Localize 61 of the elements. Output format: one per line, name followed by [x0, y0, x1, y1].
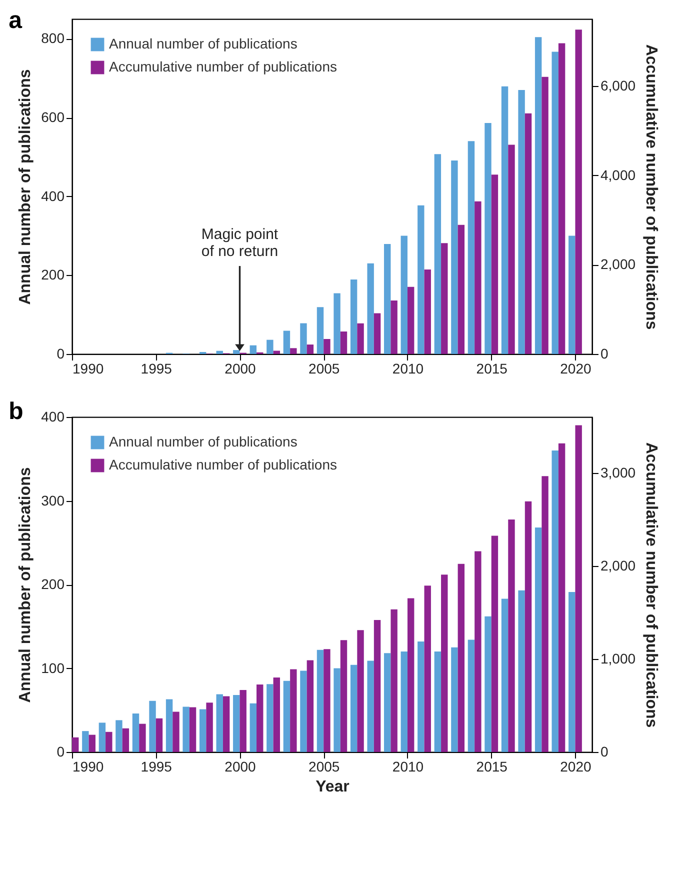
bar [273, 350, 280, 354]
y-tick-label: 0 [56, 744, 65, 760]
x-tick-label: 2020 [560, 360, 592, 376]
chart-title: b [8, 398, 24, 425]
chart-title: a [8, 7, 23, 34]
y-tick-label: 300 [41, 492, 65, 508]
y2-tick-label: 3,000 [600, 464, 636, 480]
annotation: Magic point of no return [201, 226, 279, 260]
legend-label: Accumulative number of publications [109, 58, 338, 74]
y-axis-title: Annual number of publications [17, 69, 34, 305]
y-tick-label: 100 [41, 660, 65, 676]
bar [384, 244, 391, 354]
x-tick-label: 2010 [392, 758, 424, 774]
x-axis-title: Year [316, 778, 350, 796]
x-tick-label: 2000 [224, 360, 256, 376]
bar [367, 263, 374, 354]
x-tick-label: 2015 [476, 758, 508, 774]
bar [216, 350, 223, 354]
y-tick-label: 200 [41, 576, 65, 592]
legend-label: Accumulative number of publications [109, 456, 338, 472]
bar [316, 307, 324, 354]
bar [300, 323, 307, 354]
legend-label: Annual number of publications [109, 434, 298, 450]
y2-axis-title: Accumulative number of publications [642, 442, 660, 728]
x-tick-label: 1995 [140, 758, 172, 774]
bar [266, 340, 274, 354]
y-tick-label: 200 [41, 266, 65, 283]
y-tick-label: 0 [56, 346, 65, 362]
bar [290, 348, 297, 354]
y2-tick-label: 6,000 [600, 78, 636, 94]
x-tick-label: 2010 [392, 360, 424, 376]
bar [72, 737, 79, 752]
x-tick-label: 2015 [476, 360, 508, 376]
x-tick-label: 2005 [308, 758, 340, 774]
y-tick-label: 400 [41, 188, 65, 204]
y2-tick-label: 2,000 [600, 557, 636, 574]
bar [575, 30, 582, 354]
x-tick-label: 1995 [140, 360, 172, 376]
y-tick-label: 800 [41, 30, 65, 46]
y-tick-label: 400 [41, 408, 65, 424]
x-tick-label: 2005 [308, 360, 340, 376]
y-axis-title: Annual number of publications [17, 467, 34, 703]
x-tick-label: 2000 [224, 758, 256, 774]
bar [233, 350, 240, 354]
bar [334, 293, 340, 354]
x-tick-label: 1990 [72, 758, 104, 774]
bar [250, 345, 257, 354]
y2-tick-label: 4,000 [600, 166, 636, 183]
bar [306, 344, 314, 354]
y2-tick-label: 2,000 [600, 256, 636, 272]
y2-tick-label: 1,000 [600, 650, 636, 666]
y2-axis-title: Accumulative number of publications [642, 44, 660, 330]
bar [350, 280, 358, 354]
x-tick-label: 1990 [72, 360, 104, 376]
y2-tick-label: 0 [600, 346, 608, 362]
x-tick-label: 2020 [560, 758, 592, 774]
bar [283, 330, 290, 354]
y-tick-label: 600 [41, 109, 65, 126]
bar [575, 425, 582, 752]
y2-tick-label: 0 [600, 744, 608, 760]
legend-label: Annual number of publications [109, 36, 298, 52]
